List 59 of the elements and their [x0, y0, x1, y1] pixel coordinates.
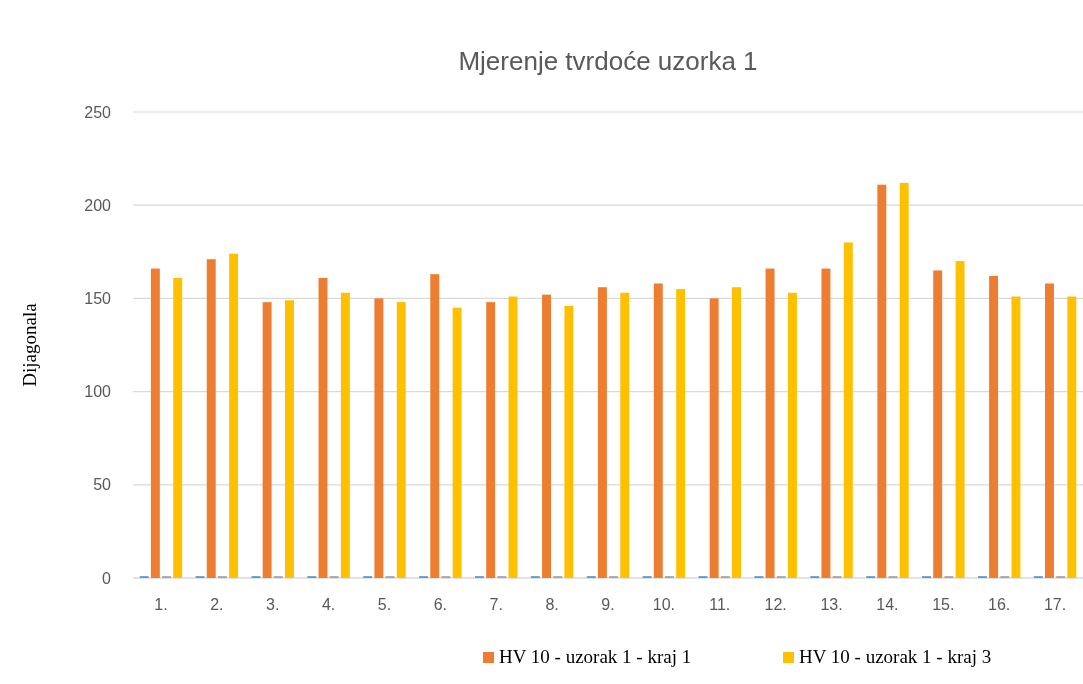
bar: [206, 259, 216, 578]
x-tick-label: 9.: [601, 596, 615, 613]
bar: [396, 302, 406, 578]
x-tick-label: 14.: [876, 596, 899, 613]
bar: [843, 242, 853, 578]
x-tick-label: 15.: [932, 596, 955, 613]
bar: [486, 302, 496, 578]
y-axis-title: Dijagonala: [19, 302, 40, 387]
x-tick-label: 3.: [266, 596, 280, 613]
bar: [899, 182, 909, 578]
bar: [732, 287, 741, 578]
y-tick-label: 100: [84, 383, 112, 401]
bar: [542, 294, 551, 578]
bar: [1067, 296, 1077, 578]
x-tick-label: 16.: [988, 596, 1011, 613]
bar: [340, 292, 350, 578]
legend-label: HV 10 - uzorak 1 - kraj 3: [799, 646, 992, 667]
legend-label: HV 10 - uzorak 1 - kraj 1: [499, 646, 692, 667]
bar: [933, 270, 943, 578]
bar: [430, 274, 440, 578]
bar: [229, 253, 239, 578]
bar: [709, 298, 719, 578]
bar: [653, 283, 663, 578]
bar: [150, 268, 160, 578]
bar: [989, 276, 999, 578]
bar: [173, 277, 183, 578]
x-tick-label: 2.: [210, 596, 224, 613]
bar: [285, 300, 294, 578]
x-tick-label: 10.: [652, 596, 676, 613]
y-tick-label: 0: [102, 569, 112, 587]
x-tick-label: 5.: [377, 596, 392, 613]
bar: [955, 261, 965, 578]
bar: [1011, 296, 1021, 578]
y-tick-label: 200: [84, 196, 112, 214]
x-tick-label: 13.: [820, 596, 843, 613]
bar: [597, 287, 607, 578]
x-tick-label: 11.: [709, 596, 731, 613]
bar: [765, 268, 775, 578]
bar: [787, 292, 797, 578]
bar: [821, 268, 831, 578]
x-tick-label: 12.: [764, 596, 787, 613]
x-tick-label: 8.: [545, 596, 559, 613]
bar: [676, 289, 686, 578]
y-tick-label: 50: [93, 476, 112, 494]
bar: [452, 307, 462, 578]
bar: [374, 298, 384, 578]
y-tick-label: 250: [84, 103, 112, 121]
bar: [620, 292, 630, 578]
bar: [1045, 283, 1054, 578]
x-tick-label: 7.: [489, 596, 503, 613]
y-tick-label: 150: [84, 290, 112, 307]
x-tick-label: 1.: [154, 596, 168, 613]
x-tick-label: 6.: [433, 596, 448, 613]
bar: [564, 305, 574, 578]
chart-title: Mjerenje tvrdoće uzorka 1: [458, 46, 758, 76]
x-tick-label: 17.: [1043, 596, 1067, 613]
bar: [877, 184, 887, 578]
x-tick-label: 4.: [321, 596, 336, 613]
bar: [262, 302, 272, 578]
